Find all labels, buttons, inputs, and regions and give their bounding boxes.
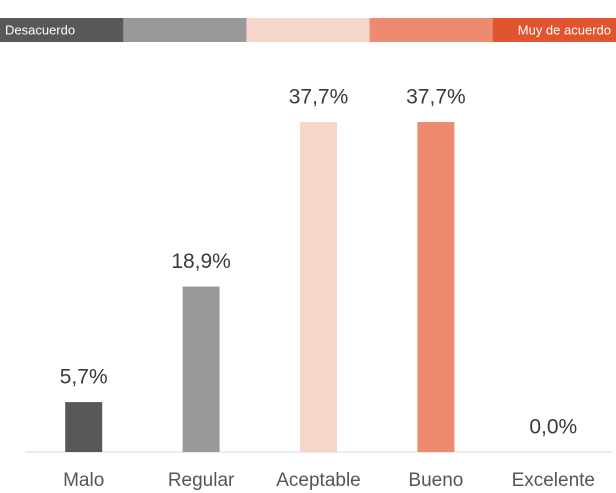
value-label: 18,9%	[171, 250, 231, 273]
x-tick-label: Malo	[63, 470, 104, 491]
value-label: 37,7%	[289, 86, 349, 109]
value-label: 0,0%	[529, 416, 577, 439]
strip-segment	[246, 18, 371, 42]
bar	[65, 402, 103, 452]
x-tick-label: Excelente	[512, 470, 595, 491]
strip-segment	[123, 18, 247, 42]
bar	[182, 286, 220, 452]
strip-segment	[492, 18, 616, 42]
strip-segment	[369, 18, 494, 42]
value-label: 37,7%	[406, 86, 466, 109]
scale-strip: Desacuerdo Muy de acuerdo	[0, 18, 616, 42]
strip-label-high: Muy de acuerdo	[518, 22, 611, 37]
strip-segment	[0, 18, 124, 42]
x-tick-label: Bueno	[408, 470, 463, 491]
x-tick-label: Aceptable	[276, 470, 361, 491]
bar	[300, 122, 337, 452]
value-label: 5,7%	[60, 366, 108, 389]
bar	[417, 122, 455, 452]
x-tick-label: Regular	[168, 470, 235, 491]
strip-label-low: Desacuerdo	[5, 22, 75, 37]
